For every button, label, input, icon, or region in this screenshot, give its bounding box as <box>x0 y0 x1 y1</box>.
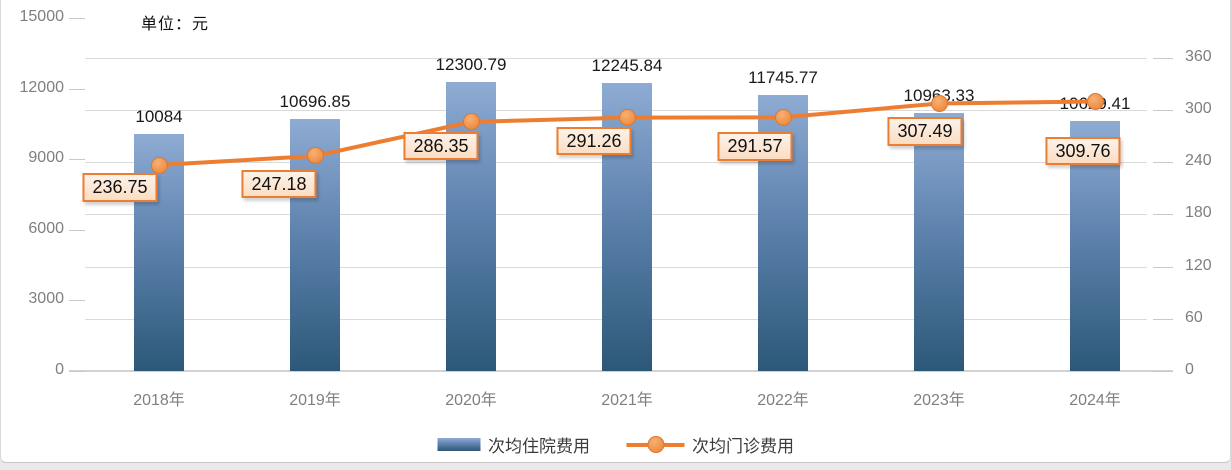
legend-label: 次均住院费用 <box>488 437 590 456</box>
left-axis-tick-label: 15000 <box>19 8 65 25</box>
bar-value-label: 10084 <box>135 106 183 126</box>
right-axis-tick <box>1153 214 1173 216</box>
x-axis-label-2022年: 2022年 <box>757 392 809 409</box>
left-axis-tick-label: 0 <box>55 361 64 378</box>
legend: 次均住院费用 次均门诊费用 <box>437 432 794 457</box>
right-axis-tick <box>1153 162 1173 164</box>
line-value-label: 309.76 <box>1045 136 1121 165</box>
gridline <box>85 57 1147 59</box>
line-series-marker-icon <box>626 436 684 453</box>
line-marker-2018年[interactable] <box>150 156 168 174</box>
right-axis-tick-label: 300 <box>1185 100 1212 117</box>
right-axis-tick <box>1153 57 1173 59</box>
right-axis-tick <box>1153 266 1173 268</box>
bar-value-label: 10696.85 <box>279 92 351 112</box>
line-value-label: 291.57 <box>717 132 793 161</box>
left-axis-tick <box>69 18 85 19</box>
line-value-label: 286.35 <box>403 131 479 161</box>
line-marker-2021年[interactable] <box>618 109 636 127</box>
line-marker-2023年[interactable] <box>930 94 948 112</box>
left-axis-tick-label: 3000 <box>28 290 64 308</box>
x-axis-label-2019年: 2019年 <box>289 392 341 409</box>
x-axis-label-2018年: 2018年 <box>133 392 185 409</box>
bar-value-label: 12300.79 <box>435 54 507 74</box>
x-axis-label-2021年: 2021年 <box>601 392 653 409</box>
right-axis-tick-label: 240 <box>1185 152 1212 170</box>
bar-value-label: 11745.77 <box>748 67 818 87</box>
left-axis-tick <box>69 159 85 161</box>
right-axis-tick-label: 0 <box>1185 361 1194 378</box>
left-axis-tick <box>69 371 85 372</box>
line-value-label: 307.49 <box>887 117 963 146</box>
right-axis-tick-label: 180 <box>1185 204 1212 222</box>
legend-item-outpatient[interactable]: 次均门诊费用 <box>626 432 794 457</box>
line-value-label: 247.18 <box>241 169 317 199</box>
right-axis-tick-label: 60 <box>1185 308 1203 326</box>
line-marker-2020年[interactable] <box>462 113 480 131</box>
left-axis-tick <box>69 88 85 90</box>
left-axis-tick <box>69 300 85 302</box>
line-marker-2024年[interactable] <box>1086 93 1104 110</box>
legend-label: 次均门诊费用 <box>692 437 794 456</box>
left-axis-tick <box>69 229 85 231</box>
right-axis-tick-label: 120 <box>1185 256 1212 274</box>
line-value-label: 236.75 <box>82 173 158 202</box>
x-axis-label-2024年: 2024年 <box>1069 392 1121 409</box>
bar-2023年[interactable] <box>914 112 964 371</box>
legend-item-hospitalization[interactable]: 次均住院费用 <box>437 432 590 457</box>
right-axis-tick <box>1153 318 1173 320</box>
x-axis-label-2023年: 2023年 <box>913 392 965 409</box>
bar-value-label: 12245.84 <box>591 55 663 75</box>
x-axis-line <box>69 370 1173 372</box>
left-axis-tick-label: 9000 <box>28 149 64 167</box>
left-axis-tick-label: 12000 <box>19 78 65 96</box>
left-axis-tick-label: 6000 <box>28 219 64 237</box>
line-marker-2019年[interactable] <box>306 147 324 165</box>
unit-label: 单位：元 <box>141 16 210 33</box>
line-value-label: 291.26 <box>556 126 632 156</box>
right-axis-tick <box>1153 110 1173 111</box>
line-marker-2022年[interactable] <box>774 108 792 126</box>
right-axis-tick <box>1153 371 1173 372</box>
right-axis-tick-label: 360 <box>1185 47 1212 65</box>
bar-series-swatch-icon <box>437 438 480 451</box>
x-axis-label-2020年: 2020年 <box>445 392 497 409</box>
